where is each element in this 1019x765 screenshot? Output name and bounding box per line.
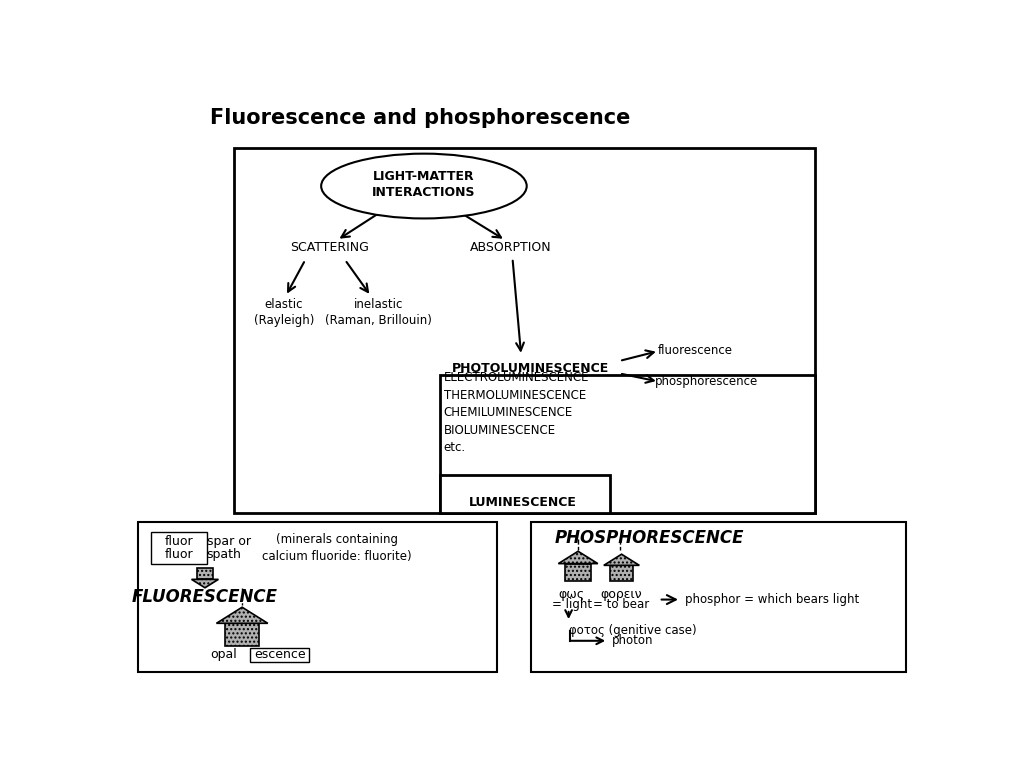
FancyBboxPatch shape: [225, 623, 259, 646]
Ellipse shape: [321, 154, 526, 219]
Text: fluor: fluor: [164, 549, 193, 562]
Text: = to bear: = to bear: [593, 597, 649, 610]
Text: fluor: fluor: [164, 535, 193, 548]
Text: (minerals containing
calcium fluoride: fluorite): (minerals containing calcium fluoride: f…: [262, 532, 412, 563]
FancyBboxPatch shape: [609, 565, 633, 581]
Text: phosphor = which bears light: phosphor = which bears light: [684, 593, 858, 606]
Text: = light: = light: [551, 597, 591, 610]
Text: spath: spath: [206, 549, 242, 562]
FancyBboxPatch shape: [197, 568, 213, 579]
Text: inelastic
(Raman, Brillouin): inelastic (Raman, Brillouin): [325, 298, 432, 327]
FancyBboxPatch shape: [234, 148, 814, 513]
FancyBboxPatch shape: [565, 564, 591, 581]
Text: ELECTROLUMINESCENCE
THERMOLUMINESCENCE
CHEMILUMINESCENCE
BIOLUMINESCENCE
etc.: ELECTROLUMINESCENCE THERMOLUMINESCENCE C…: [443, 371, 589, 454]
Text: PHOTOLUMINESCENCE: PHOTOLUMINESCENCE: [451, 362, 608, 375]
Text: φορειν: φορειν: [600, 588, 642, 601]
FancyBboxPatch shape: [138, 522, 497, 672]
Polygon shape: [192, 579, 218, 588]
Text: SCATTERING: SCATTERING: [289, 242, 368, 255]
Polygon shape: [216, 607, 268, 623]
Polygon shape: [557, 552, 597, 564]
Text: LUMINESCENCE: LUMINESCENCE: [469, 496, 576, 509]
Text: ABSORPTION: ABSORPTION: [470, 242, 551, 255]
Text: PHOSPHORESCENCE: PHOSPHORESCENCE: [554, 529, 743, 547]
Text: escence: escence: [254, 649, 306, 662]
FancyBboxPatch shape: [151, 532, 206, 565]
Text: φοτος (genitive case): φοτος (genitive case): [568, 624, 696, 637]
FancyBboxPatch shape: [250, 648, 309, 662]
Text: photon: photon: [611, 634, 653, 647]
Text: phosphorescence: phosphorescence: [654, 375, 758, 388]
Text: Fluorescence and phosphorescence: Fluorescence and phosphorescence: [210, 109, 630, 129]
Text: spar or: spar or: [206, 535, 251, 548]
Text: fluorescence: fluorescence: [657, 344, 732, 357]
Polygon shape: [603, 554, 639, 565]
FancyBboxPatch shape: [530, 522, 905, 672]
FancyBboxPatch shape: [439, 375, 814, 513]
Text: φως: φως: [558, 588, 584, 601]
Text: FLUORESCENCE: FLUORESCENCE: [131, 588, 278, 606]
Text: opal: opal: [210, 649, 237, 662]
FancyBboxPatch shape: [439, 474, 609, 513]
Text: LIGHT-MATTER
INTERACTIONS: LIGHT-MATTER INTERACTIONS: [372, 170, 475, 199]
Text: elastic
(Rayleigh): elastic (Rayleigh): [254, 298, 314, 327]
